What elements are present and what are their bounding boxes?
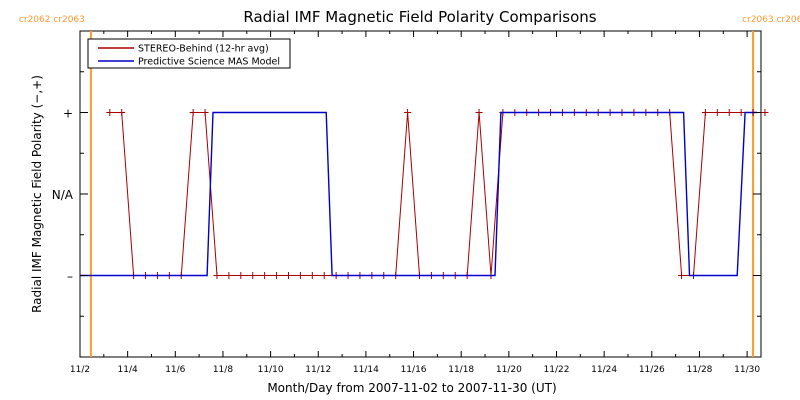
chart-title: Radial IMF Magnetic Field Polarity Compa… (243, 8, 596, 26)
series-layer (80, 109, 769, 279)
data-point (201, 109, 209, 116)
axes: 11/2 11/4 11/6 11/8 11/10 11/12 11/14 11/16 11/1… (52, 31, 761, 375)
x-tick-label: 11/20 (496, 365, 522, 375)
data-point (404, 109, 412, 116)
legend-box (87, 38, 291, 69)
data-point (261, 272, 269, 279)
data-point (273, 272, 281, 279)
data-point (713, 109, 721, 116)
carrington-label: cr2062 cr2063 (19, 15, 85, 25)
x-tick-label: 11/14 (353, 365, 379, 375)
y-axis-label: Radial IMF Magnetic Field Polarity (−,+) (30, 75, 44, 313)
x-tick-label: 11/12 (305, 365, 331, 375)
data-point (213, 272, 221, 279)
data-point (189, 109, 197, 116)
legend-entry: Predictive Science MAS Model (138, 57, 280, 68)
data-point (475, 109, 483, 116)
x-tick-label: 11/22 (544, 365, 570, 375)
data-point (106, 109, 114, 116)
y-tick-label: + (63, 107, 73, 121)
data-point (118, 109, 126, 116)
x-tick-label: 11/18 (448, 365, 474, 375)
plot-area (79, 30, 762, 358)
legend: STEREO-Behind (12-hr avg) Predictive Scie… (87, 38, 291, 69)
x-tick-label: 11/16 (401, 365, 427, 375)
data-point (284, 272, 292, 279)
data-point (237, 272, 245, 279)
data-point (678, 272, 686, 279)
data-point (296, 272, 304, 279)
x-tick-label: 11/30 (734, 365, 760, 375)
x-tick-label: 11/6 (165, 365, 185, 375)
plot-frame (79, 30, 762, 358)
x-tick-label: 11/28 (686, 365, 712, 375)
data-point (725, 109, 733, 116)
x-axis-label: Month/Day from 2007-11-02 to 2007-11-30 … (267, 381, 556, 395)
data-point (737, 109, 745, 116)
data-point (249, 272, 257, 279)
x-tick-label: 11/10 (258, 365, 284, 375)
x-tick-label: 11/8 (213, 365, 233, 375)
series-line-1 (80, 111, 757, 277)
data-point (761, 109, 769, 116)
legend-entry: STEREO-Behind (12-hr avg) (138, 44, 269, 55)
x-tick-label: 11/26 (639, 365, 665, 375)
data-point (701, 109, 709, 116)
y-tick-label: N/A (52, 188, 74, 202)
data-point (225, 272, 233, 279)
x-tick-label: 11/2 (70, 365, 90, 375)
x-tick-label: 11/4 (118, 365, 138, 375)
data-point (308, 272, 316, 279)
carrington-label: cr2063 cr2064 (742, 15, 800, 25)
y-tick-label: – (67, 270, 73, 284)
data-point (320, 272, 328, 279)
x-tick-label: 11/24 (591, 365, 617, 375)
